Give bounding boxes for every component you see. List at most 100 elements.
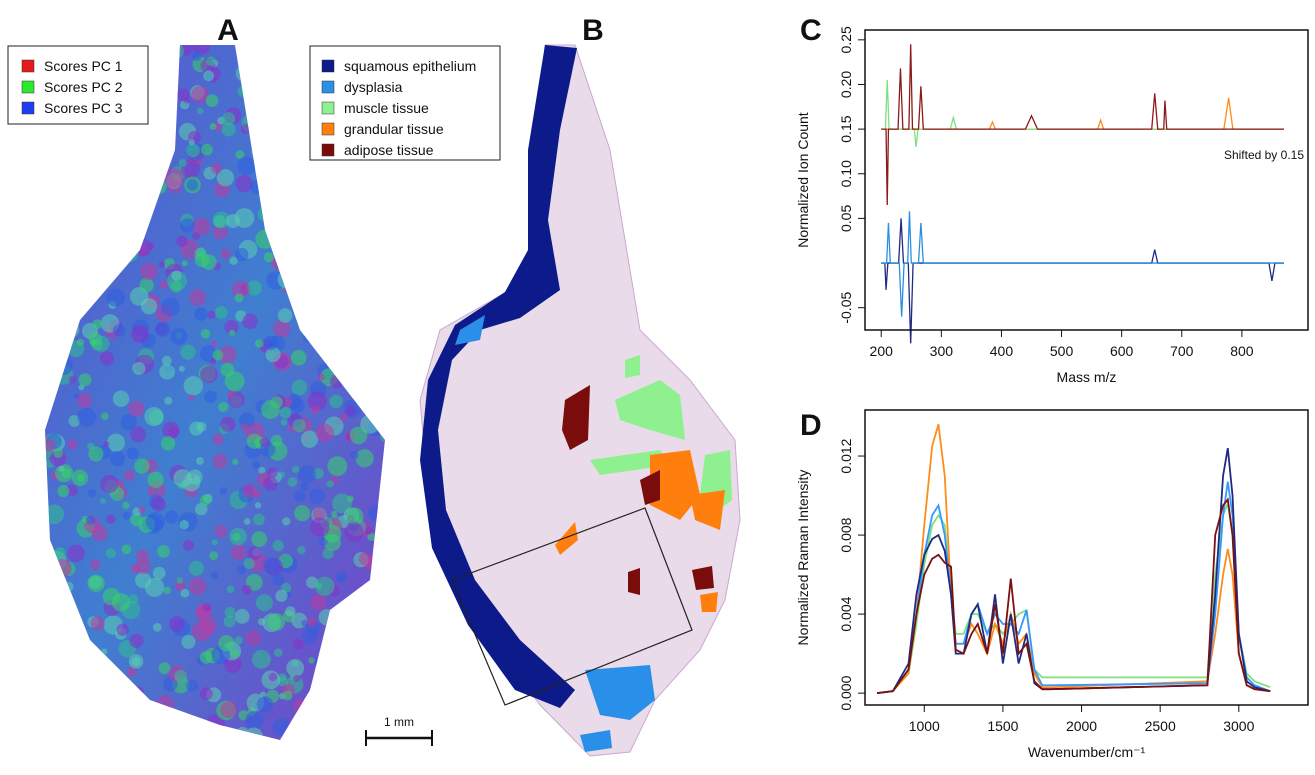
speckle-dot (157, 722, 174, 740)
speckle-dot (48, 216, 64, 233)
y-tick-label: 0.004 (838, 596, 854, 631)
y-tick-label: 0.000 (838, 675, 854, 710)
speckle-dot (297, 545, 306, 555)
speckle-dot (68, 375, 77, 384)
speckle-dot (220, 701, 237, 718)
speckle-dot (332, 493, 352, 514)
speckle-dot (211, 539, 218, 546)
speckle-dot (45, 189, 47, 197)
speckle-dot (135, 699, 146, 710)
speckle-dot (177, 88, 190, 102)
speckle-dot (218, 345, 237, 364)
speckle-dot (365, 214, 384, 233)
speckle-dot (374, 198, 385, 212)
speckle-dot (301, 619, 309, 627)
speckle-dot (125, 702, 145, 722)
speckle-dot (227, 390, 235, 398)
speckle-dot (379, 373, 385, 384)
speckle-dot (270, 64, 287, 81)
speckle-dot (186, 179, 199, 191)
speckle-dot (167, 45, 184, 60)
speckle-dot (258, 466, 266, 475)
plot-frame (864, 409, 1309, 706)
speckle-dot (181, 634, 196, 649)
speckle-dot (219, 487, 228, 495)
speckle-dot (258, 160, 279, 181)
speckle-dot (133, 686, 144, 697)
speckle-dot (76, 683, 93, 700)
speckle-dot (210, 571, 219, 580)
speckle-dot (104, 719, 120, 735)
speckle-dot (200, 365, 218, 384)
speckle-dot (101, 648, 108, 655)
speckle-dot (137, 45, 148, 46)
speckle-dot (290, 266, 306, 283)
speckle-dot (128, 193, 138, 203)
speckle-dot (71, 300, 81, 309)
speckle-dot (155, 321, 171, 337)
speckle-dot (316, 202, 332, 218)
speckle-dot (263, 557, 281, 575)
speckle-dot (158, 261, 166, 268)
adipose-region (692, 566, 714, 590)
speckle-dot (304, 699, 320, 714)
speckle-dot (246, 45, 267, 60)
x-tick-label: 800 (1230, 343, 1254, 359)
speckle-dot (367, 532, 376, 542)
series-line (876, 481, 1271, 695)
speckle-dot (331, 273, 351, 292)
x-tick-label: 400 (990, 343, 1014, 359)
speckle-dot (206, 56, 216, 66)
x-tick-label: 500 (1050, 343, 1074, 359)
speckle-dot (337, 224, 354, 240)
speckle-dot (70, 260, 88, 279)
speckle-dot (309, 488, 325, 504)
speckle-dot (234, 293, 244, 303)
speckle-dot (68, 415, 81, 427)
legend-label: dysplasia (344, 79, 403, 95)
speckle-dot (318, 680, 338, 700)
speckle-dot (359, 710, 379, 730)
speckle-dot (308, 657, 315, 664)
speckle-dot (312, 311, 331, 330)
speckle-dot (291, 379, 308, 396)
speckle-dot (328, 295, 335, 303)
speckle-dot (46, 633, 54, 641)
speckle-dot (60, 727, 70, 737)
speckle-dot (358, 552, 372, 566)
speckle-dot (242, 484, 257, 498)
speckle-dot (73, 262, 84, 273)
speckle-dot (211, 163, 223, 175)
speckle-dot (129, 633, 144, 649)
speckle-dot (67, 328, 75, 337)
speckle-dot (45, 504, 65, 525)
series-line (881, 218, 1284, 344)
speckle-dot (360, 313, 377, 330)
speckle-dot (199, 651, 213, 664)
muscle-region (615, 380, 685, 440)
speckle-dot (296, 74, 304, 81)
speckle-dot (105, 548, 117, 559)
speckle-dot (257, 618, 266, 626)
speckle-dot (271, 45, 290, 52)
speckle-dot (355, 191, 364, 200)
speckle-dot (180, 588, 190, 598)
speckle-dot (301, 628, 318, 645)
series-line (881, 97, 1284, 130)
speckle-dot (373, 630, 385, 650)
speckle-dot (266, 114, 274, 122)
speckle-dot (329, 203, 348, 222)
speckle-dot (188, 394, 195, 401)
speckle-dot (334, 681, 349, 696)
speckle-dot (54, 547, 66, 559)
speckle-dot (267, 467, 278, 478)
legend-label: grandular tissue (344, 121, 444, 137)
speckle-dot (310, 265, 327, 282)
speckle-dot (345, 405, 356, 416)
speckle-dot (355, 449, 374, 468)
speckle-dot (275, 589, 288, 602)
speckle-dot (323, 720, 334, 732)
speckle-dot (122, 511, 131, 520)
adipose-region (640, 470, 660, 505)
speckle-dot (280, 419, 287, 426)
